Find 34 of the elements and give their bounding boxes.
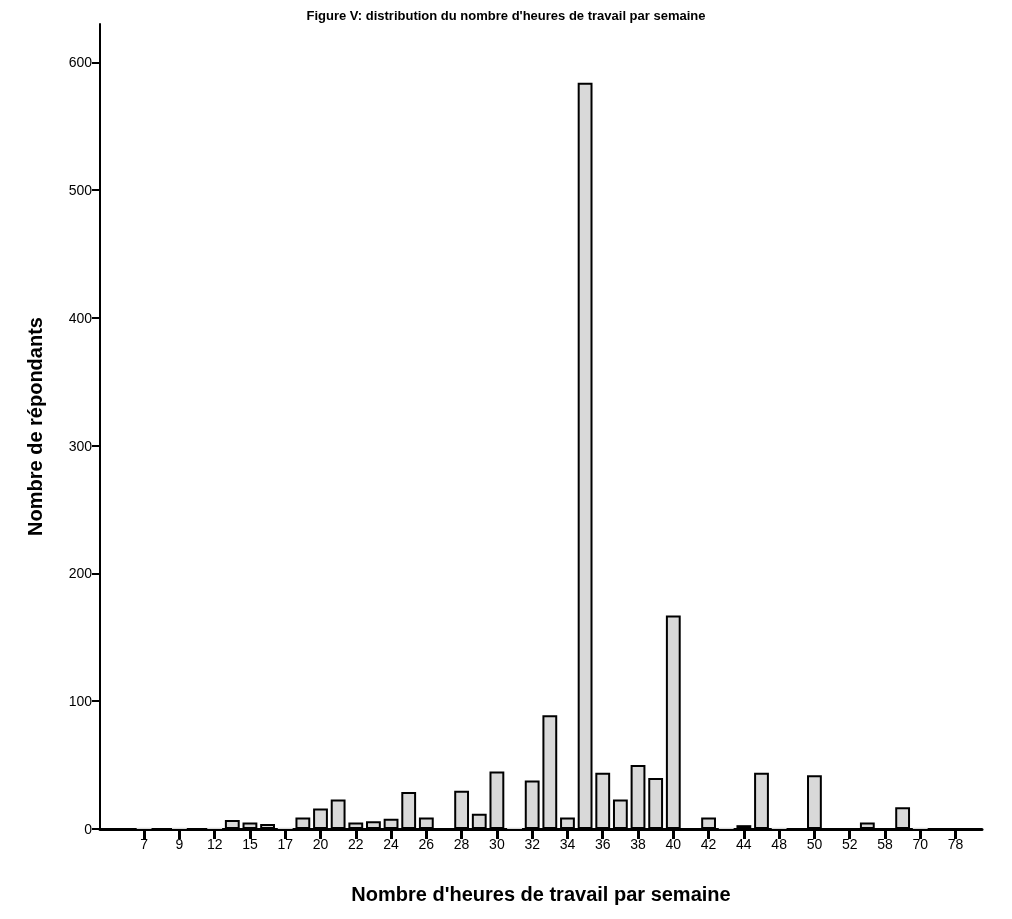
- x-tick-label: 32: [524, 836, 541, 852]
- x-tick-label: 48: [771, 836, 788, 852]
- x-tick-label: 7: [140, 836, 149, 852]
- x-tick-label: 12: [206, 836, 223, 852]
- y-tick-label: 200: [68, 565, 93, 582]
- y-tick-label: 600: [68, 54, 93, 71]
- x-tick-label: 34: [559, 836, 576, 852]
- y-tick-label: 400: [68, 309, 93, 326]
- x-tick-label: 17: [277, 836, 294, 852]
- x-tick-label: 50: [806, 836, 823, 852]
- x-tick-label: 44: [736, 836, 752, 852]
- y-tick-label: 300: [68, 437, 93, 454]
- x-tick-label: 70: [912, 836, 929, 852]
- x-tick-label: 52: [841, 836, 858, 852]
- x-tick-label: 28: [453, 836, 470, 852]
- x-tick-label: 58: [877, 836, 893, 852]
- x-tick-label: 78: [947, 836, 964, 852]
- y-tick-label: 500: [68, 182, 93, 199]
- x-tick-label: 42: [700, 836, 717, 852]
- y-tick-label: 0: [84, 821, 93, 837]
- x-tick-label: 9: [175, 836, 184, 852]
- x-tick-label: 20: [312, 836, 329, 852]
- chart-title: Figure V: distribution du nombre d'heures de travail par semaine: [306, 8, 706, 23]
- x-tick-label: 36: [594, 836, 611, 852]
- x-tick-label: 15: [242, 836, 258, 852]
- x-tick-label: 24: [383, 836, 400, 852]
- y-tick-label: 100: [68, 693, 93, 710]
- x-axis-title: Nombre d'heures de travail par semaine: [351, 883, 731, 905]
- x-tick-label: 40: [665, 836, 682, 852]
- x-tick-label: 38: [630, 836, 647, 852]
- x-tick-label: 26: [418, 836, 435, 852]
- x-tick-label: 22: [347, 836, 364, 852]
- y-axis-title: Nombre de répondants: [24, 317, 46, 536]
- x-tick-label: 30: [489, 836, 505, 852]
